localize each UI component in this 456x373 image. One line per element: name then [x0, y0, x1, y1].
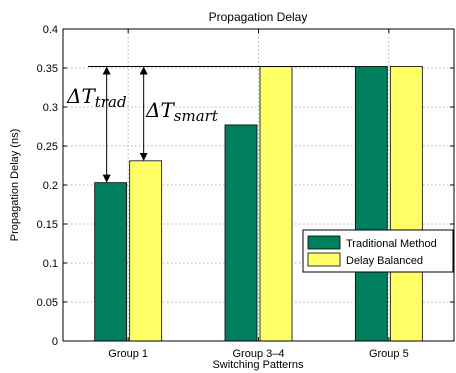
x-axis: Group 1 Group 3–4 Group 5 — [108, 29, 409, 360]
y-tick-label: 0.35 — [37, 63, 58, 75]
annotations: ΔTtrad ΔTsmart — [66, 65, 356, 183]
legend-swatch-delay-balanced — [307, 252, 341, 267]
bar-traditional — [224, 124, 258, 342]
x-tick-label: Group 1 — [108, 348, 148, 360]
y-tick-label: 0.3 — [43, 102, 58, 114]
bars — [94, 66, 423, 342]
legend-swatch-traditional — [307, 235, 341, 250]
chart-title: Propagation Delay — [209, 10, 308, 24]
bar-traditional — [354, 66, 388, 342]
legend-label-traditional: Traditional Method — [346, 238, 437, 250]
y-tick-label: 0.4 — [43, 24, 58, 36]
y-axis: 0 0.05 0.1 0.15 0.2 0.25 0.3 0.35 0.4 — [37, 24, 454, 348]
bar-delay-balanced — [129, 160, 163, 342]
y-axis-label: Propagation Delay (ns) — [9, 129, 21, 242]
y-tick-label: 0.05 — [37, 297, 58, 309]
y-tick-label: 0.15 — [37, 219, 58, 231]
delta-t-smart-label: ΔTsmart — [145, 98, 219, 125]
y-tick-label: 0.1 — [43, 258, 58, 270]
bar-traditional — [94, 182, 128, 342]
x-axis-label: Switching Patterns — [212, 359, 304, 371]
delta-t-trad-label: ΔTtrad — [66, 84, 127, 111]
legend: Traditional Method Delay Balanced — [302, 229, 454, 273]
bar-delay-balanced — [389, 66, 423, 342]
x-tick-label: Group 5 — [369, 348, 409, 360]
bar-delay-balanced — [259, 66, 293, 342]
y-tick-label: 0.25 — [37, 141, 58, 153]
grid-lines — [63, 29, 454, 341]
y-tick-label: 0.2 — [43, 180, 58, 192]
legend-label-delay-balanced: Delay Balanced — [346, 255, 423, 267]
x-tick-label: Group 3–4 — [233, 348, 285, 360]
y-tick-label: 0 — [52, 336, 58, 348]
